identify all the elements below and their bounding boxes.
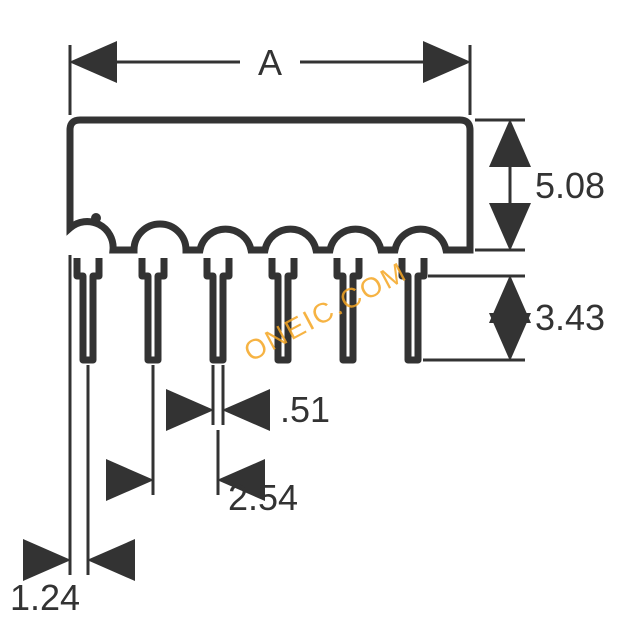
- dimension-pin-height-label: 3.43: [535, 297, 605, 338]
- dimension-A: A: [70, 42, 470, 115]
- pin-2: [142, 258, 164, 360]
- dimension-pin-width-label: .51: [280, 389, 330, 430]
- pin-1: [77, 258, 99, 360]
- watermark-text: ONEIC.COM: [239, 256, 412, 368]
- dimension-pin-pitch-label: 2.54: [228, 477, 298, 518]
- component-dimension-drawing: A 5.08 3.43 .51 2.54 1.24 ONEIC: [0, 0, 640, 640]
- package-body: [70, 120, 470, 250]
- dimension-body-height: 5.08: [475, 120, 605, 250]
- dimension-edge-offset: 1.24: [10, 255, 131, 618]
- dimension-pin-pitch: 2.54: [110, 365, 298, 518]
- dimension-body-height-label: 5.08: [535, 165, 605, 206]
- pin-3: [207, 258, 229, 360]
- dimension-A-label: A: [258, 42, 282, 83]
- dimension-pin-width: .51: [170, 365, 330, 430]
- pin1-dot: [91, 213, 101, 223]
- dimension-edge-offset-label: 1.24: [10, 577, 80, 618]
- dimension-pin-height: 3.43: [423, 276, 605, 360]
